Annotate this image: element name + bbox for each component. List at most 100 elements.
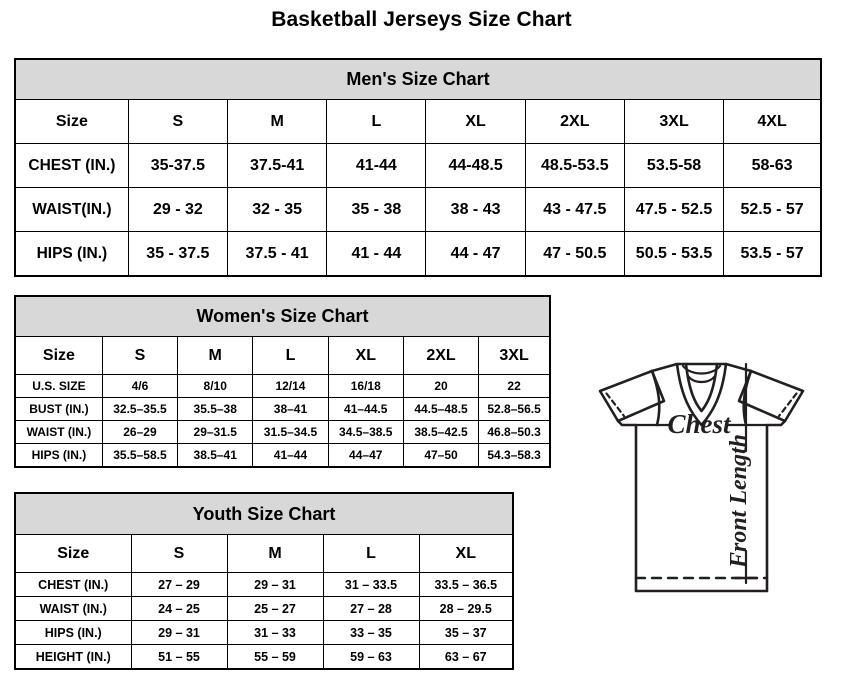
youth-chest-xl: 33.5 – 36.5 [418,572,514,597]
youth-header-s: S [130,534,228,573]
mens-chest-xl: 44-48.5 [425,143,526,188]
mens-row-label-chest: CHEST (IN.) [14,143,129,188]
mens-waist-4xl: 52.5 - 57 [723,187,822,232]
mens-chest-4xl: 58-63 [723,143,822,188]
womens-header-m: M [177,336,254,375]
left-cuff-stitch-icon [605,392,626,418]
womens-row-label-bust: BUST (IN.) [14,397,103,421]
womens-us-size-3xl: 22 [478,374,551,398]
mens-header-m: M [226,99,328,144]
womens-us-size-m: 8/10 [177,374,254,398]
mens-chest-s: 35-37.5 [127,143,229,188]
youth-waist-l: 27 – 28 [322,596,420,621]
womens-size-chart-table: Women's Size Chart Size S M L XL 2XL 3XL… [14,295,551,468]
womens-bust-3xl: 52.8–56.5 [478,397,551,421]
mens-waist-s: 29 - 32 [127,187,229,232]
womens-header-row: Size S M L XL 2XL 3XL [14,336,551,375]
womens-band-row: Women's Size Chart [15,296,550,337]
womens-header-xl: XL [327,336,404,375]
womens-bust-m: 35.5–38 [177,397,254,421]
front-length-measurement-label: Front Length [726,434,752,569]
mens-row-label-hips: HIPS (IN.) [14,231,129,277]
right-sleeve-icon [737,369,805,423]
youth-waist-s: 24 – 25 [130,596,228,621]
youth-height-m: 55 – 59 [226,644,324,670]
mens-size-chart-table: Men's Size Chart Size S M L XL 2XL 3XL 4… [14,58,822,277]
mens-hips-3xl: 50.5 - 53.5 [623,231,725,277]
youth-chart-band-title: Youth Size Chart [15,493,513,535]
mens-header-row: Size S M L XL 2XL 3XL 4XL [14,99,822,144]
womens-hips-3xl: 54.3–58.3 [478,443,551,468]
womens-bust-s: 32.5–35.5 [101,397,179,421]
youth-height-s: 51 – 55 [130,644,228,670]
mens-header-3xl: 3XL [623,99,725,144]
youth-header-row: Size S M L XL [14,534,514,573]
youth-row-label-height: HEIGHT (IN.) [14,644,132,670]
womens-row-label-hips: HIPS (IN.) [14,443,103,468]
womens-us-size-s: 4/6 [101,374,179,398]
womens-waist-xl: 34.5–38.5 [327,420,404,444]
youth-row-label-hips: HIPS (IN.) [14,620,132,645]
womens-us-size-2xl: 20 [402,374,480,398]
chest-measurement-label: Chest [667,409,732,439]
womens-waist-m: 29–31.5 [177,420,254,444]
mens-header-4xl: 4XL [723,99,822,144]
womens-header-2xl: 2XL [402,336,480,375]
womens-row-label-waist: WAIST (IN.) [14,420,103,444]
page-title: Basketball Jerseys Size Chart [271,8,572,31]
youth-hips-m: 31 – 33 [226,620,324,645]
left-armhole-icon [650,369,661,427]
mens-waist-xl: 38 - 43 [425,187,526,232]
youth-row-label-waist: WAIST (IN.) [14,596,132,621]
womens-bust-l: 38–41 [252,397,329,421]
womens-bust-2xl: 44.5–48.5 [402,397,480,421]
mens-band-row: Men's Size Chart [15,59,821,100]
youth-chest-m: 29 – 31 [226,572,324,597]
table-row: WAIST (IN.) 24 – 25 25 – 27 27 – 28 28 –… [14,596,514,621]
youth-header-l: L [322,534,420,573]
womens-us-size-l: 12/14 [252,374,329,398]
youth-waist-xl: 28 – 29.5 [418,596,514,621]
table-row: HIPS (IN.) 29 – 31 31 – 33 33 – 35 35 – … [14,620,514,645]
jersey-measurement-diagram: Chest Front Length [560,345,843,645]
mens-hips-s: 35 - 37.5 [127,231,229,277]
table-row: CHEST (IN.) 27 – 29 29 – 31 31 – 33.5 33… [14,572,514,597]
collar-band-icon [681,364,722,375]
mens-waist-2xl: 43 - 47.5 [524,187,625,232]
jersey-body-icon [616,419,787,593]
collar-band-inner-icon [686,374,717,384]
mens-chart-band-title: Men's Size Chart [15,59,821,100]
womens-bust-xl: 41–44.5 [327,397,404,421]
youth-waist-m: 25 – 27 [226,596,324,621]
youth-header-size: Size [14,534,132,573]
youth-size-chart-table: Youth Size Chart Size S M L XL CHEST (IN… [14,492,514,670]
womens-header-3xl: 3XL [478,336,551,375]
youth-hips-xl: 35 – 37 [418,620,514,645]
table-row: U.S. SIZE 4/6 8/10 12/14 16/18 20 22 [14,374,551,398]
right-armhole-icon [742,369,753,427]
mens-chest-2xl: 48.5-53.5 [524,143,625,188]
youth-height-xl: 63 – 67 [418,644,514,670]
womens-hips-m: 38.5–41 [177,443,254,468]
womens-waist-l: 31.5–34.5 [252,420,329,444]
table-row: HIPS (IN.) 35 - 37.5 37.5 - 41 41 - 44 4… [14,231,822,277]
mens-header-xl: XL [425,99,526,144]
mens-header-2xl: 2XL [524,99,625,144]
mens-header-size: Size [14,99,129,144]
right-cuff-stitch-icon [777,392,798,418]
left-sleeve-icon [598,369,666,423]
youth-header-m: M [226,534,324,573]
v-neck-outer-icon [675,362,728,427]
womens-chart-band-title: Women's Size Chart [15,296,550,337]
womens-hips-xl: 44–47 [327,443,404,468]
mens-chest-3xl: 53.5-58 [623,143,725,188]
womens-waist-s: 26–29 [101,420,179,444]
youth-chest-l: 31 – 33.5 [322,572,420,597]
mens-hips-2xl: 47 - 50.5 [524,231,625,277]
womens-row-label-us-size: U.S. SIZE [14,374,103,398]
womens-hips-s: 35.5–58.5 [101,443,179,468]
mens-hips-m: 37.5 - 41 [226,231,328,277]
womens-hips-2xl: 47–50 [402,443,480,468]
youth-chest-s: 27 – 29 [130,572,228,597]
mens-hips-l: 41 - 44 [326,231,427,277]
